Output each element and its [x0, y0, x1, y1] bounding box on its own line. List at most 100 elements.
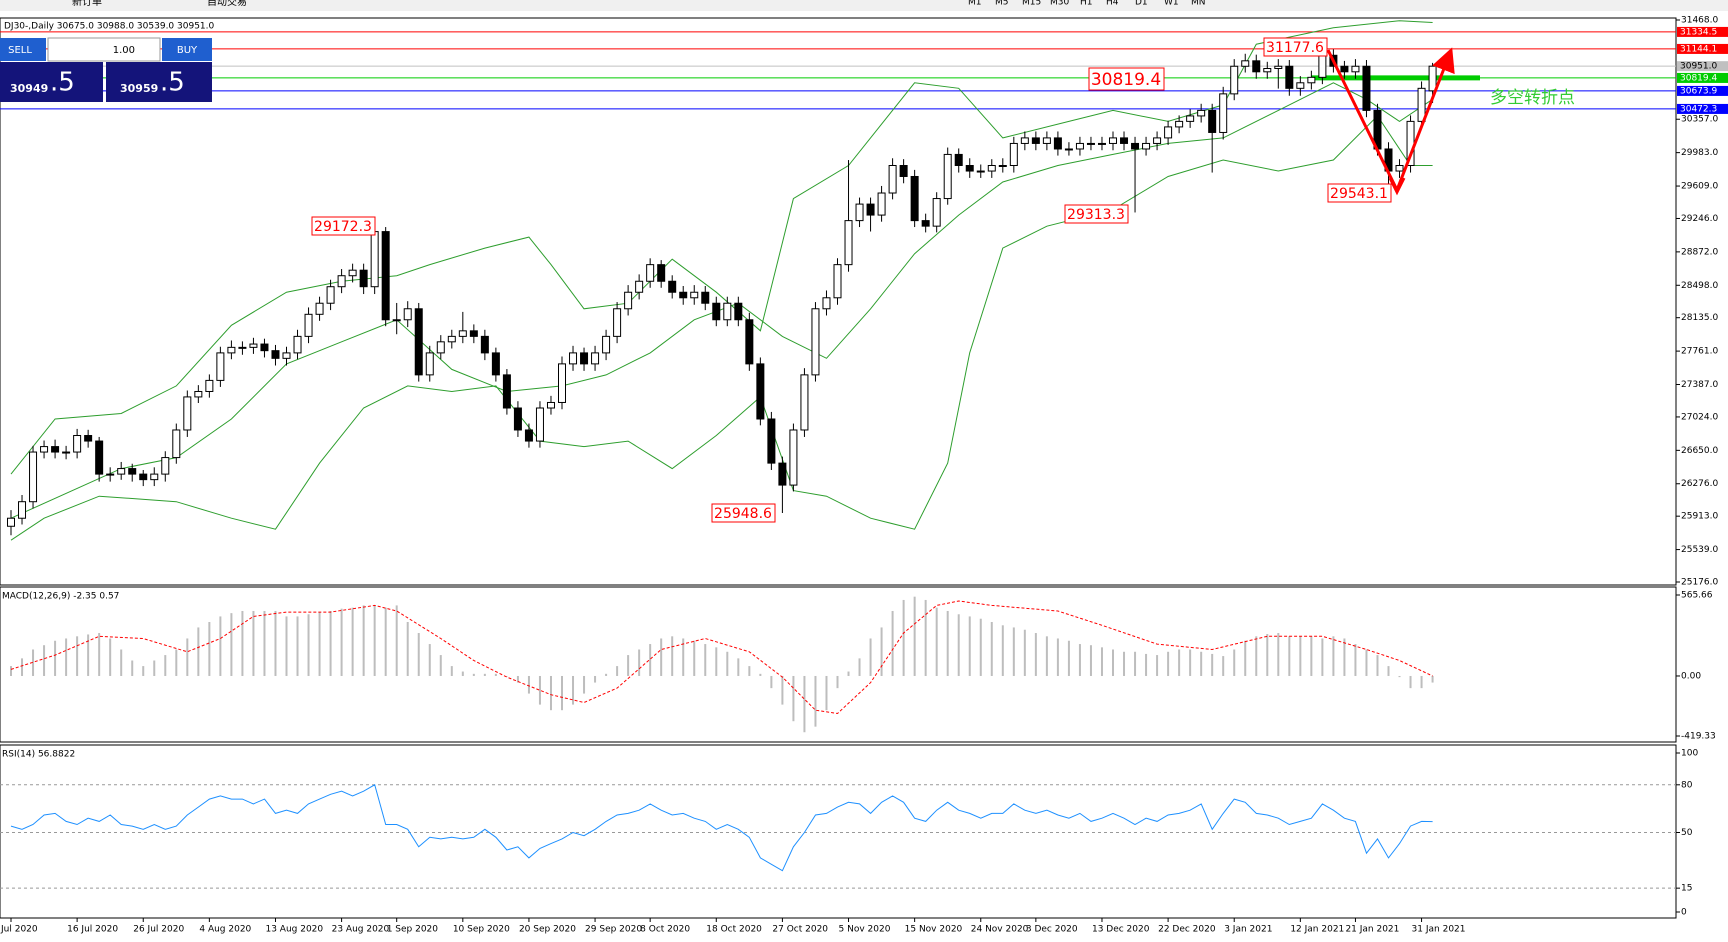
macd-bar: [660, 638, 663, 676]
macd-bar: [1343, 638, 1346, 676]
candle-body: [293, 335, 302, 354]
ask-fraction[interactable]: .5: [160, 68, 185, 98]
candle-body: [1186, 115, 1195, 122]
candle-body: [1086, 142, 1095, 145]
macd-bar: [561, 675, 563, 711]
macd-bar: [109, 638, 112, 676]
x-tick-label: 5 Nov 2020: [839, 925, 891, 935]
sell-label[interactable]: SELL: [8, 45, 32, 56]
macd-bar: [693, 640, 696, 676]
timeframe-button[interactable]: M1: [968, 0, 982, 8]
macd-bar: [131, 660, 134, 676]
candle-body: [1285, 65, 1294, 89]
x-tick-label: 22 Dec 2020: [1158, 925, 1216, 935]
candle-body: [370, 231, 379, 288]
y-tick-label: 80: [1681, 780, 1693, 790]
x-tick-label: 21 Jan 2021: [1345, 925, 1399, 935]
y-tick-label: 0: [1681, 908, 1687, 918]
buy-button[interactable]: [162, 38, 212, 61]
price-tag-label: 30472.3: [1680, 104, 1717, 114]
candle-body: [1175, 120, 1184, 128]
timeframe-button[interactable]: M5: [995, 0, 1009, 8]
macd-bar: [803, 675, 806, 733]
y-tick-label: 30357.0: [1681, 115, 1718, 125]
annotation: 29313.3: [1067, 207, 1125, 223]
annotation-box: [311, 216, 376, 236]
candle-body: [1252, 60, 1261, 73]
timeframe-button[interactable]: M15: [1022, 0, 1041, 8]
macd-bar: [572, 675, 575, 705]
candle-body: [613, 308, 622, 337]
toolbar-button[interactable]: 新订单: [72, 0, 102, 8]
macd-bar: [946, 610, 949, 676]
x-tick-label: 13 Dec 2020: [1092, 925, 1150, 935]
macd-bar: [1078, 644, 1081, 676]
candle-body: [1208, 109, 1217, 133]
annotation: 29543.1: [1330, 186, 1388, 202]
candle-body: [304, 313, 313, 337]
candle-body: [315, 302, 324, 315]
candle-body: [910, 175, 919, 222]
candle-body: [558, 363, 566, 403]
candle-body: [1296, 82, 1305, 89]
bid-price[interactable]: 30949: [10, 82, 48, 95]
macd-bar: [1354, 644, 1357, 676]
y-tick-label: 27024.0: [1681, 412, 1718, 422]
candle-body: [128, 468, 137, 475]
timeframe-button[interactable]: D1: [1135, 0, 1148, 8]
candle-body: [844, 220, 853, 266]
y-tick-label: 100: [1681, 749, 1698, 759]
macd-bar: [87, 634, 90, 676]
x-tick-label: 29 Sep 2020: [585, 925, 642, 935]
macd-bar: [869, 638, 872, 676]
timeframe-button[interactable]: M30: [1050, 0, 1069, 8]
macd-bar: [880, 627, 883, 676]
macd-bar: [186, 638, 189, 676]
price-tag-label: 31144.1: [1680, 44, 1717, 54]
candle-body: [987, 165, 996, 172]
macd-bar: [1167, 651, 1170, 676]
timeframe-button[interactable]: W1: [1164, 0, 1179, 8]
macd-bar: [858, 658, 861, 676]
macd-bar: [847, 671, 850, 676]
toolbar-button[interactable]: 自动交易: [207, 0, 247, 8]
price-tag: [1677, 26, 1728, 37]
ask-price[interactable]: 30959: [120, 82, 158, 95]
macd-bar: [10, 666, 12, 676]
candle-body: [833, 264, 842, 299]
sell-button[interactable]: [0, 38, 46, 61]
candle-body: [1131, 142, 1140, 150]
timeframe-button[interactable]: H1: [1080, 0, 1093, 8]
macd-bar: [21, 658, 24, 676]
bid-box[interactable]: [0, 62, 103, 102]
y-tick-label: 28872.0: [1681, 247, 1718, 257]
candle-body: [679, 291, 688, 299]
candle-body: [1230, 65, 1239, 95]
y-tick-label: 29983.0: [1681, 148, 1718, 158]
ask-box[interactable]: [106, 62, 212, 102]
bid-fraction[interactable]: .5: [50, 68, 75, 98]
timeframe-button[interactable]: H4: [1106, 0, 1119, 8]
macd-bar: [1332, 636, 1335, 676]
candle-body: [723, 302, 732, 321]
candle-body: [1042, 137, 1051, 144]
lot-value[interactable]: 1.00: [113, 45, 135, 56]
macd-bar: [351, 607, 354, 676]
candle-body: [1274, 65, 1283, 70]
candle-body: [734, 302, 743, 321]
candle-body: [392, 319, 401, 322]
macd-bar: [274, 610, 277, 676]
macd-bar: [1288, 636, 1291, 676]
macd-bar: [362, 605, 365, 676]
macd-bar: [461, 671, 464, 676]
lot-field[interactable]: [47, 37, 161, 62]
candle-body: [469, 330, 478, 337]
macd-bar: [340, 608, 343, 676]
buy-label[interactable]: BUY: [177, 45, 198, 56]
macd-bar: [1233, 649, 1236, 676]
candle-body: [447, 335, 456, 343]
timeframe-button[interactable]: MN: [1191, 0, 1206, 8]
x-tick-label: 13 Aug 2020: [265, 925, 323, 935]
candle-body: [932, 198, 941, 227]
